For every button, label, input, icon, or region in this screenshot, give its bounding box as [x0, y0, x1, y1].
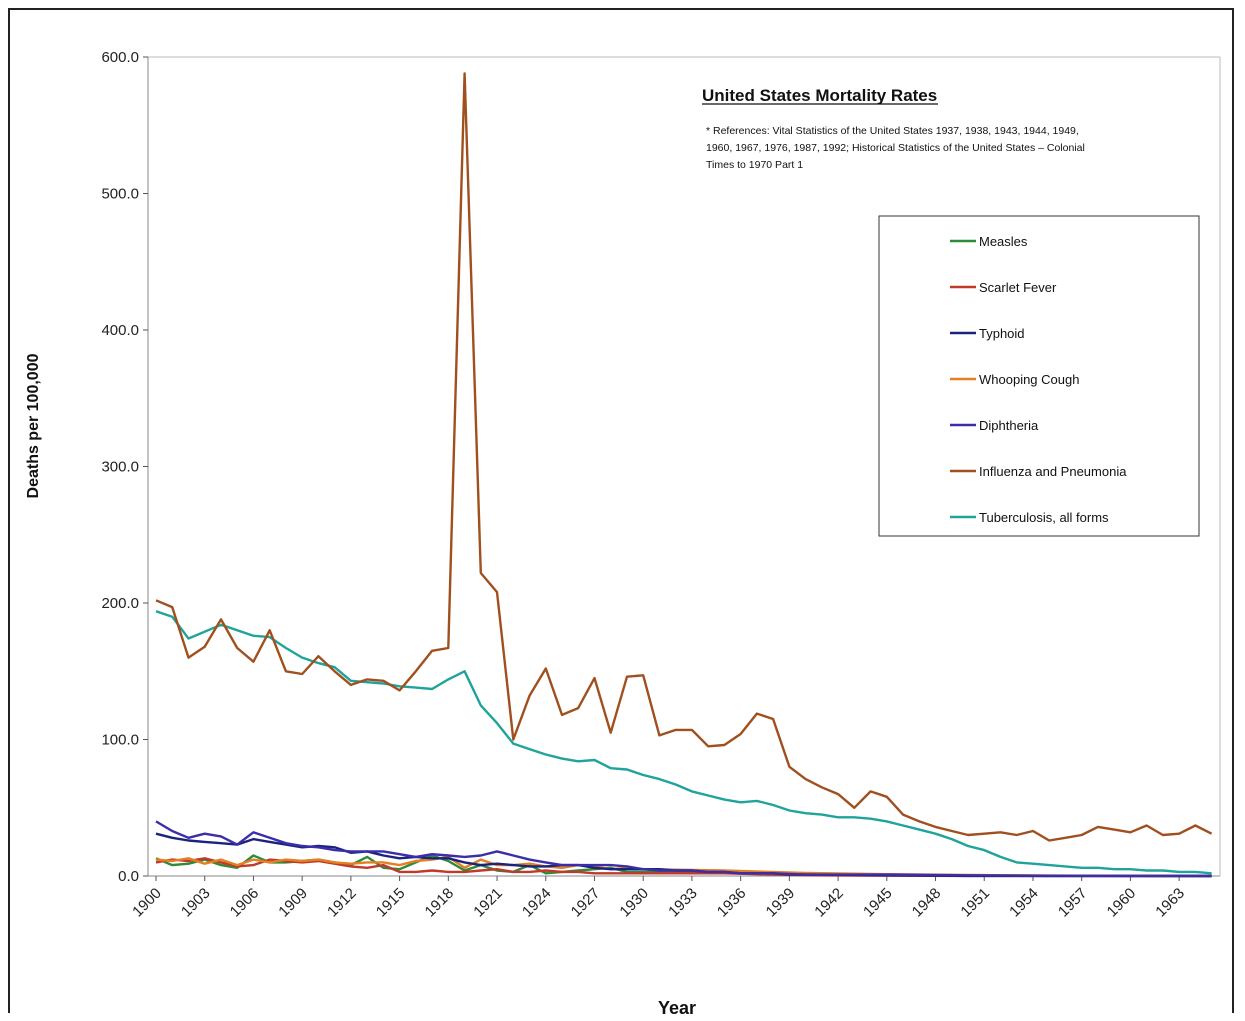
- x-tick-label: 1906: [227, 885, 263, 921]
- references-line-1: * References: Vital Statistics of the Un…: [706, 125, 1079, 137]
- chart-frame: [8, 8, 1234, 1013]
- x-axis-title: Year: [658, 998, 696, 1018]
- y-tick-label: 200.0: [101, 595, 139, 612]
- x-tick-label: 1957: [1055, 885, 1091, 921]
- x-tick-label: 1954: [1006, 885, 1042, 921]
- x-tick-label: 1900: [129, 885, 165, 921]
- y-axis-title: Deaths per 100,000: [25, 353, 42, 498]
- chart-title: United States Mortality Rates: [702, 86, 937, 105]
- x-tick-label: 1948: [909, 885, 945, 921]
- legend-label: Typhoid: [979, 326, 1025, 341]
- x-tick-label: 1951: [957, 885, 993, 921]
- legend-label: Diphtheria: [979, 418, 1039, 433]
- y-tick-label: 0.0: [118, 868, 139, 885]
- x-tick-label: 1927: [568, 885, 604, 921]
- x-tick-label: 1912: [324, 885, 360, 921]
- x-tick-label: 1960: [1104, 885, 1140, 921]
- x-tick-label: 1945: [860, 885, 896, 921]
- y-tick-label: 400.0: [101, 322, 139, 339]
- x-tick-label: 1939: [763, 885, 799, 921]
- x-tick-label: 1909: [275, 885, 311, 921]
- x-tick-label: 1903: [178, 885, 214, 921]
- legend-label: Tuberculosis, all forms: [979, 510, 1109, 525]
- x-tick-label: 1918: [422, 885, 458, 921]
- x-tick-label: 1915: [373, 885, 409, 921]
- legend-label: Whooping Cough: [979, 372, 1079, 387]
- legend-box: [878, 215, 1200, 537]
- x-tick-label: 1942: [811, 885, 847, 921]
- series-line-influenza-and-pneumonia: [155, 72, 1213, 842]
- x-tick-label: 1963: [1152, 885, 1188, 921]
- x-tick-label: 1936: [714, 885, 750, 921]
- legend: Measles Scarlet Fever Typhoid Whooping Coug…: [950, 234, 1127, 525]
- series-lines: [155, 72, 1213, 878]
- y-tick-label: 300.0: [101, 459, 139, 476]
- references-line-2: 1960, 1967, 1976, 1987, 1992; Historical…: [706, 142, 1085, 154]
- legend-label: Scarlet Fever: [979, 280, 1057, 295]
- x-tick-label: 1930: [616, 885, 652, 921]
- y-tick-label: 500.0: [101, 186, 139, 203]
- y-tick-label: 600.0: [101, 49, 139, 66]
- x-tick-label: 1933: [665, 885, 701, 921]
- y-tick-label: 100.0: [101, 732, 139, 749]
- series-line-whooping-cough: [155, 855, 1212, 878]
- x-tick-label: 1924: [519, 885, 555, 921]
- legend-label: Influenza and Pneumonia: [979, 464, 1127, 479]
- references-line-3: Times to 1970 Part 1: [706, 159, 803, 171]
- series-line-scarlet-fever: [155, 857, 1212, 878]
- legend-label: Measles: [979, 234, 1028, 249]
- series-line-diphtheria: [155, 820, 1212, 878]
- x-tick-label: 1921: [470, 885, 506, 921]
- series-line-tuberculosis-all-forms: [155, 610, 1212, 875]
